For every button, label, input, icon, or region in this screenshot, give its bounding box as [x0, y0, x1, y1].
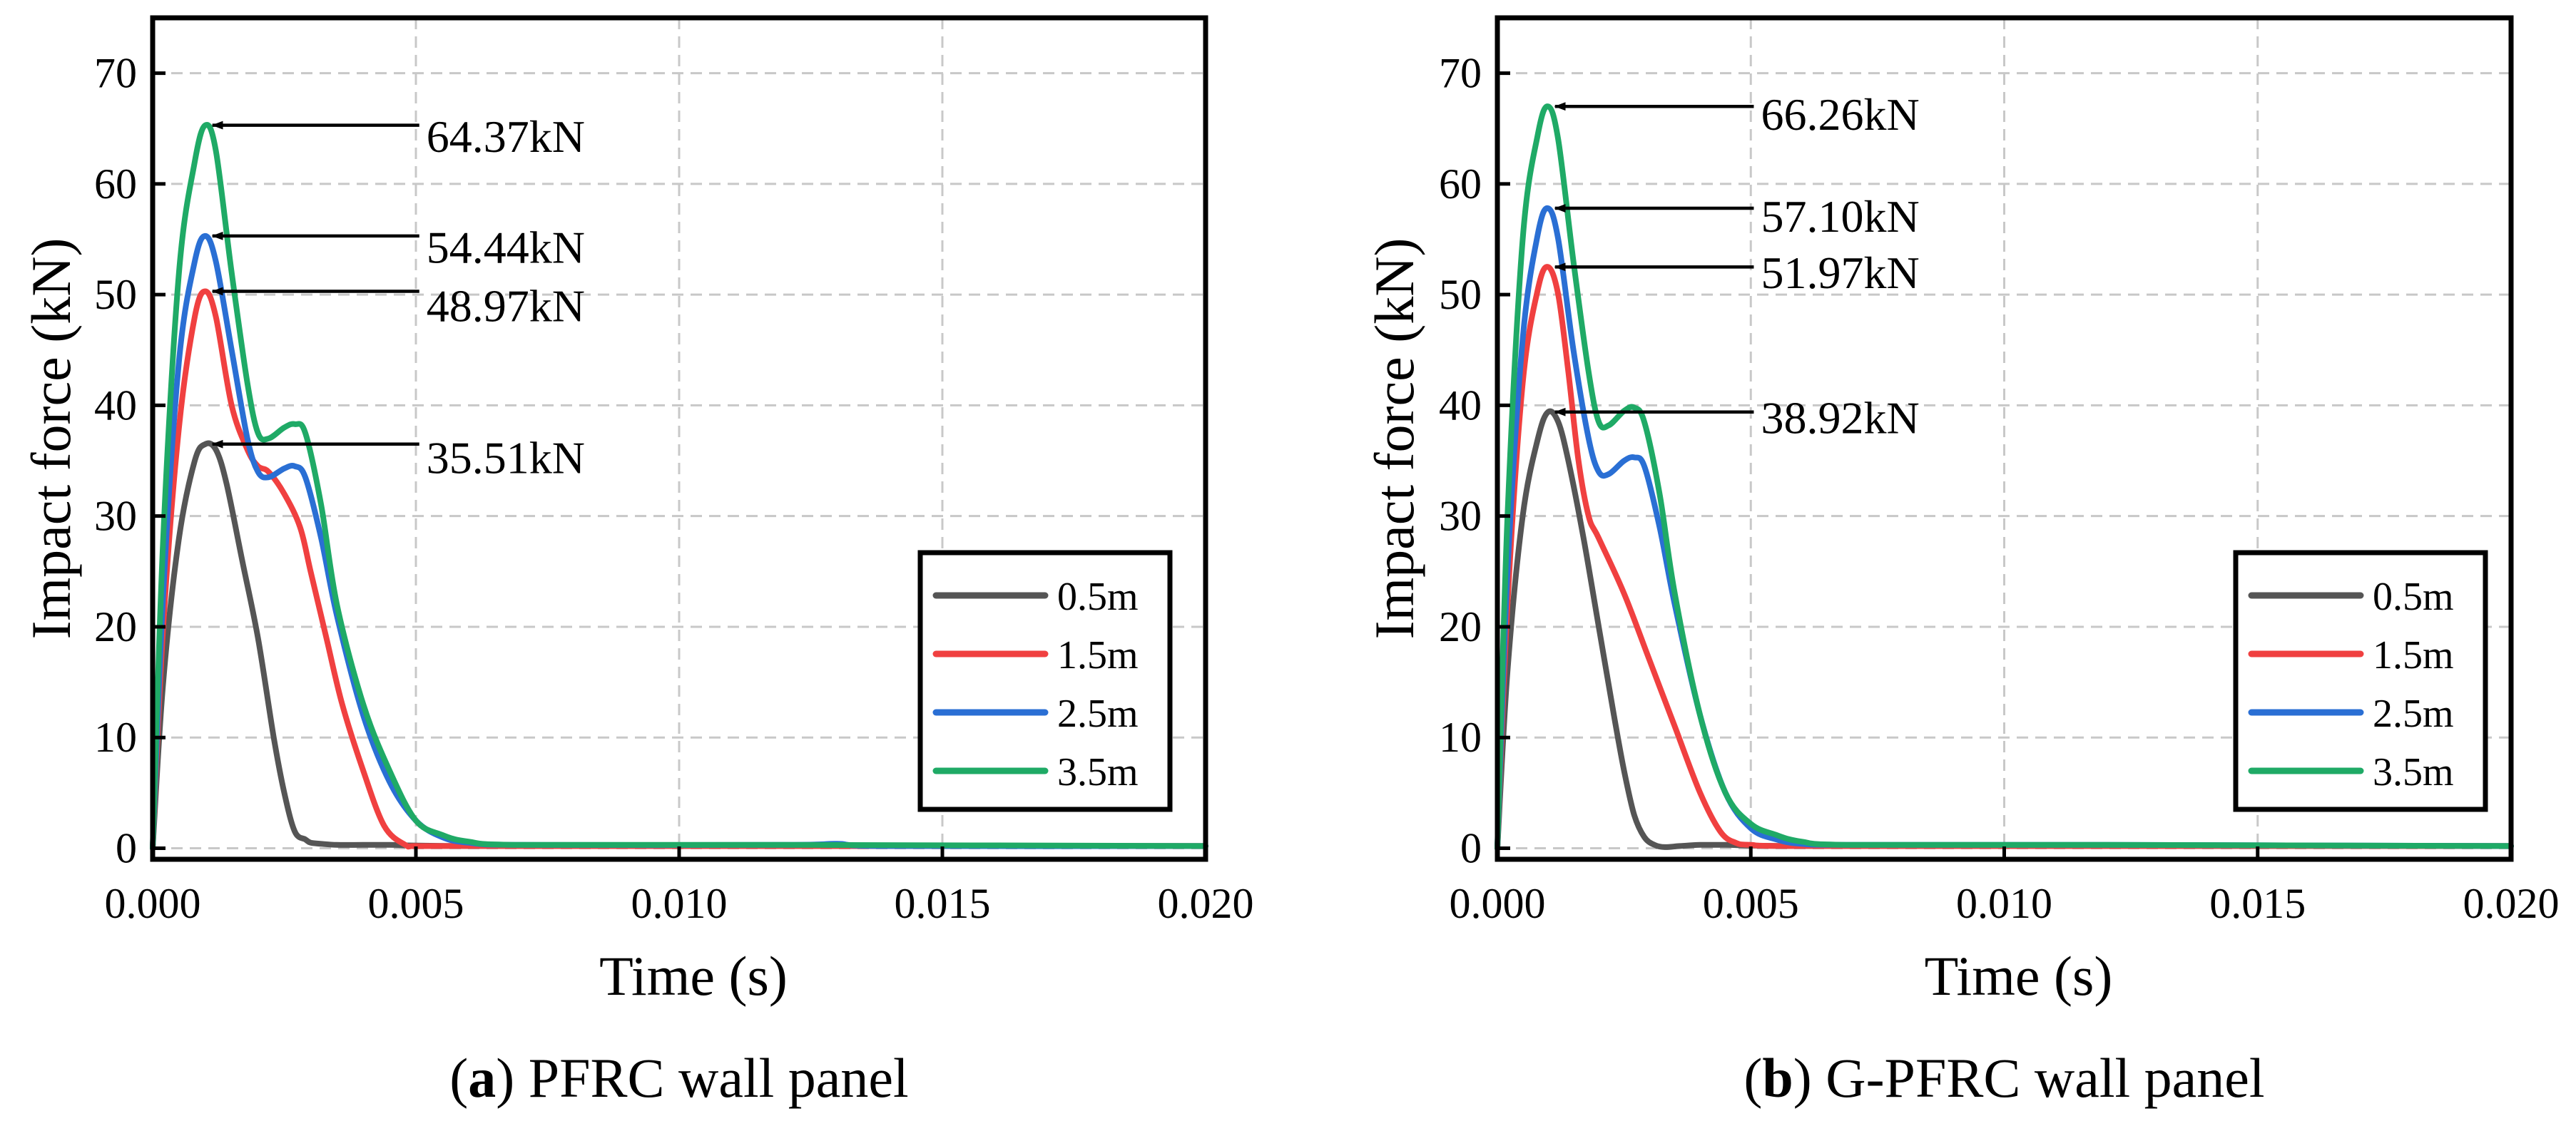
chart-panel-b: 0.000 0.005 0.010 0.015 0.020 0 10 20 30 40 50 60 70…: [1363, 15, 2560, 1109]
y-tick-label: 60: [1439, 160, 1482, 208]
annotation-label: 64.37kN: [427, 111, 585, 162]
y-tick-label: 0: [116, 824, 137, 871]
legend-label-0.5m: 0.5m: [1057, 575, 1139, 619]
y-tick-label: 10: [94, 714, 137, 761]
caption-prefix: (: [1743, 1047, 1762, 1109]
y-tick-label: 50: [1439, 271, 1482, 318]
y-tick-label: 70: [94, 50, 137, 97]
caption-title: ) PFRC wall panel: [496, 1047, 909, 1109]
caption-title: ) G-PFRC wall panel: [1793, 1047, 2265, 1109]
annotation-label: 54.44kN: [427, 222, 585, 272]
caption-prefix: (: [449, 1047, 468, 1109]
annotation-label: 48.97kN: [427, 281, 585, 332]
x-tick-label: 0.010: [631, 880, 728, 927]
x-tick-label: 0.020: [2463, 880, 2560, 927]
annotation-label: 66.26kN: [1761, 89, 1919, 140]
x-tick-label: 0.000: [1450, 880, 1546, 927]
y-tick-label: 0: [1460, 824, 1482, 871]
y-tick-label: 10: [1439, 714, 1482, 761]
legend-label-3.5m: 3.5m: [1057, 750, 1139, 794]
y-tick-label: 70: [1439, 50, 1482, 97]
caption-letter: b: [1762, 1047, 1793, 1109]
series-line-3.5m: [1495, 103, 2514, 851]
y-tick-label: 30: [94, 493, 137, 540]
y-tick-label: 60: [94, 160, 137, 208]
annotation-label: 57.10kN: [1761, 191, 1919, 242]
x-tick-label: 0.000: [105, 880, 201, 927]
x-tick-label: 0.015: [895, 880, 991, 927]
chart-panel-a: 0.000 0.005 0.010 0.015 0.020 0 10 20 30 40 50 60 70…: [20, 15, 1254, 1109]
legend-label-1.5m: 1.5m: [1057, 633, 1139, 677]
y-tick-label: 20: [1439, 603, 1482, 650]
y-axis-title: Impact force (kN): [20, 237, 82, 639]
panel-caption: (b) G-PFRC wall panel: [1743, 1047, 2264, 1109]
legend-label-2.5m: 2.5m: [2373, 692, 2454, 736]
legend-label-2.5m: 2.5m: [1057, 692, 1139, 736]
y-tick-label: 30: [1439, 493, 1482, 540]
y-tick-label: 20: [94, 603, 137, 650]
x-axis-title: Time (s): [1925, 945, 2113, 1007]
legend-label-0.5m: 0.5m: [2373, 575, 2454, 619]
y-axis-title: Impact force (kN): [1363, 237, 1425, 639]
annotation-label: 35.51kN: [427, 432, 585, 483]
legend-label-3.5m: 3.5m: [2373, 750, 2454, 794]
x-axis-title: Time (s): [599, 945, 788, 1007]
x-tick-label: 0.020: [1158, 880, 1254, 927]
annotation-label: 38.92kN: [1761, 393, 1919, 444]
x-tick-label: 0.010: [1956, 880, 2052, 927]
x-tick-label: 0.005: [1703, 880, 1799, 927]
legend-label-1.5m: 1.5m: [2373, 633, 2454, 677]
caption-letter: a: [468, 1047, 496, 1109]
series-line-3.5m: [150, 122, 1208, 851]
annotation-label: 51.97kN: [1761, 247, 1919, 298]
y-tick-label: 40: [1439, 382, 1482, 429]
panel-caption: (a) PFRC wall panel: [449, 1047, 908, 1109]
x-tick-label: 0.015: [2209, 880, 2306, 927]
y-tick-label: 50: [94, 271, 137, 318]
x-tick-label: 0.005: [368, 880, 464, 927]
y-tick-label: 40: [94, 382, 137, 429]
